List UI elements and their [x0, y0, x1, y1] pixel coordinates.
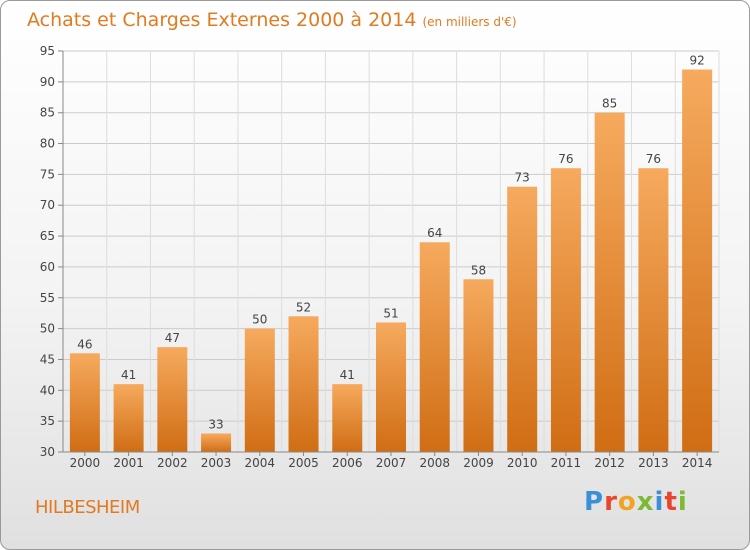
logo-letter: i — [654, 487, 665, 517]
bar-value-label: 85 — [602, 97, 617, 111]
logo-letter: i — [677, 487, 688, 517]
bar — [376, 322, 406, 452]
place-name: HILBESHEIM — [35, 497, 140, 518]
y-tick-label: 60 — [40, 260, 55, 274]
y-tick-label: 50 — [40, 322, 55, 336]
proxiti-logo: Proxiti — [584, 487, 688, 517]
y-tick-label: 80 — [40, 137, 55, 151]
bar-value-label: 41 — [340, 368, 355, 382]
bar-value-label: 92 — [689, 54, 704, 68]
bar — [638, 168, 669, 452]
bar-value-label: 76 — [646, 152, 661, 166]
y-tick-label: 30 — [40, 445, 55, 459]
bar — [419, 242, 450, 452]
bar — [288, 316, 319, 452]
bar-value-label: 76 — [558, 152, 573, 166]
x-tick-label: 2002 — [157, 456, 188, 470]
x-tick-label: 2012 — [594, 456, 625, 470]
x-tick-label: 2010 — [507, 456, 538, 470]
bar — [463, 279, 494, 452]
y-tick-label: 65 — [40, 229, 55, 243]
bar — [113, 384, 144, 452]
y-tick-label: 70 — [40, 198, 55, 212]
x-tick-label: 2008 — [419, 456, 450, 470]
x-tick-label: 2003 — [201, 456, 232, 470]
bar-value-label: 58 — [471, 263, 486, 277]
bar-value-label: 41 — [121, 368, 136, 382]
bar-value-label: 51 — [383, 306, 398, 320]
bar-value-label: 73 — [515, 171, 530, 185]
logo-letter: t — [664, 487, 678, 517]
bar-value-label: 50 — [252, 313, 267, 327]
bar — [594, 112, 625, 452]
logo-letter: o — [617, 487, 637, 517]
logo-letter: r — [604, 487, 618, 517]
bar-value-label: 64 — [427, 226, 442, 240]
y-tick-label: 95 — [40, 44, 55, 58]
x-tick-label: 2001 — [113, 456, 144, 470]
y-tick-label: 35 — [40, 414, 55, 428]
x-tick-label: 2000 — [70, 456, 101, 470]
x-tick-label: 2011 — [551, 456, 582, 470]
y-tick-label: 55 — [40, 291, 55, 305]
x-tick-label: 2013 — [638, 456, 669, 470]
chart-unit-label: (en milliers d'€) — [422, 15, 517, 29]
y-tick-label: 75 — [40, 167, 55, 181]
logo-letter: x — [636, 487, 655, 517]
bar-value-label: 52 — [296, 300, 311, 314]
x-tick-label: 2009 — [463, 456, 494, 470]
chart-title: Achats et Charges Externes 2000 à 2014 (e… — [27, 9, 517, 31]
y-tick-label: 40 — [40, 383, 55, 397]
y-tick-label: 85 — [40, 106, 55, 120]
bar-value-label: 33 — [208, 417, 223, 431]
x-tick-label: 2006 — [332, 456, 363, 470]
bar — [244, 328, 275, 452]
x-tick-label: 2014 — [682, 456, 713, 470]
bar-value-label: 47 — [165, 331, 180, 345]
x-tick-label: 2004 — [245, 456, 276, 470]
bar — [682, 69, 713, 452]
bar — [157, 347, 188, 452]
bar — [201, 433, 232, 452]
bar — [550, 168, 581, 452]
chart-title-text: Achats et Charges Externes 2000 à 2014 — [27, 9, 417, 31]
bar-value-label: 46 — [77, 337, 92, 351]
y-tick-label: 90 — [40, 75, 55, 89]
x-tick-label: 2005 — [288, 456, 319, 470]
bar — [507, 186, 538, 452]
x-tick-label: 2007 — [376, 456, 407, 470]
bar — [332, 384, 363, 452]
logo-letter: P — [584, 487, 605, 517]
bar — [69, 353, 100, 452]
y-tick-label: 45 — [40, 352, 55, 366]
